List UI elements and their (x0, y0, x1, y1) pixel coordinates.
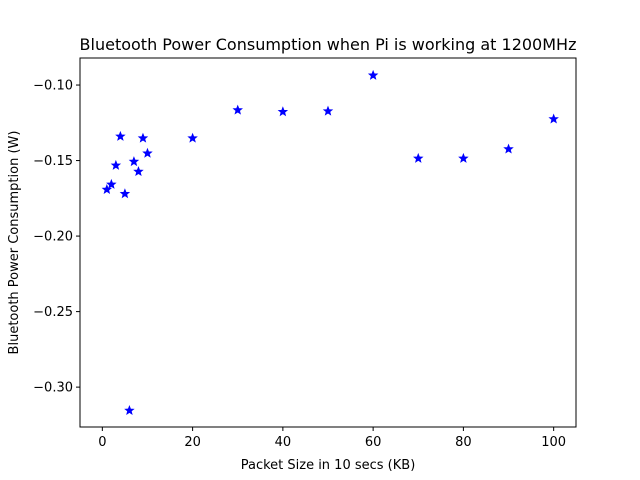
y-tick-label: −0.15 (33, 154, 73, 169)
x-tick-label: 100 (541, 435, 566, 450)
data-point (124, 405, 135, 415)
plot-area (79, 57, 577, 428)
y-tick-label: −0.25 (33, 305, 73, 320)
data-point (503, 143, 514, 154)
data-point (322, 105, 334, 116)
data-point (458, 152, 469, 163)
chart-title: Bluetooth Power Consumption when Pi is w… (80, 35, 577, 54)
data-point (128, 156, 140, 167)
data-point (367, 69, 379, 80)
plot-frame (79, 57, 577, 428)
data-point (142, 147, 153, 158)
data-point (119, 188, 131, 199)
data-point (133, 166, 144, 177)
data-point (413, 152, 424, 163)
x-tick-label: 40 (275, 435, 292, 450)
x-tick-label: 20 (184, 435, 201, 450)
data-point (115, 130, 126, 141)
data-point (101, 184, 113, 195)
y-axis: −0.30 −0.25 −0.20 −0.15 −0.10 (33, 79, 80, 396)
x-tick-label: 80 (455, 435, 472, 450)
data-point (548, 113, 559, 124)
data-point (232, 104, 243, 115)
data-points (101, 69, 559, 415)
x-axis: 0 20 40 60 80 100 (98, 427, 566, 450)
y-tick-label: −0.10 (33, 79, 73, 94)
data-point (277, 106, 289, 117)
y-axis-label: Bluetooth Power Consumption (W) (7, 131, 22, 355)
x-axis-label: Packet Size in 10 secs (KB) (241, 458, 416, 473)
data-point (106, 178, 117, 189)
data-point (137, 132, 149, 143)
x-tick-label: 0 (98, 435, 106, 450)
x-tick-label: 60 (365, 435, 382, 450)
y-tick-label: −0.20 (33, 230, 73, 245)
data-point (110, 159, 122, 170)
y-tick-label: −0.30 (33, 381, 73, 396)
data-point (187, 132, 198, 143)
